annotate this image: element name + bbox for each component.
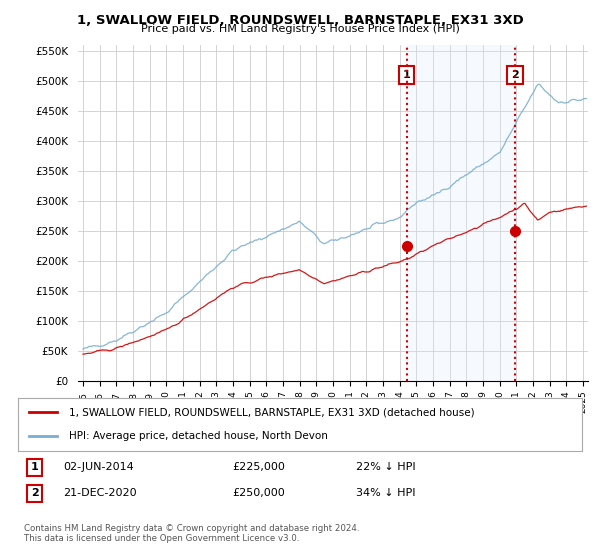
- Bar: [407, 45, 515, 381]
- Text: 34% ↓ HPI: 34% ↓ HPI: [356, 488, 416, 498]
- Text: 21-DEC-2020: 21-DEC-2020: [63, 488, 137, 498]
- Text: 2: 2: [31, 488, 39, 498]
- Text: Contains HM Land Registry data © Crown copyright and database right 2024.
This d: Contains HM Land Registry data © Crown c…: [24, 524, 359, 543]
- Text: 1: 1: [31, 462, 39, 472]
- Text: 1, SWALLOW FIELD, ROUNDSWELL, BARNSTAPLE, EX31 3XD: 1, SWALLOW FIELD, ROUNDSWELL, BARNSTAPLE…: [77, 14, 523, 27]
- Text: 1: 1: [403, 70, 410, 80]
- Text: £225,000: £225,000: [232, 462, 285, 472]
- Text: £250,000: £250,000: [232, 488, 285, 498]
- Text: 22% ↓ HPI: 22% ↓ HPI: [356, 462, 416, 472]
- Text: 02-JUN-2014: 02-JUN-2014: [63, 462, 134, 472]
- Text: Price paid vs. HM Land Registry's House Price Index (HPI): Price paid vs. HM Land Registry's House …: [140, 24, 460, 34]
- Text: 2: 2: [511, 70, 519, 80]
- Text: 1, SWALLOW FIELD, ROUNDSWELL, BARNSTAPLE, EX31 3XD (detached house): 1, SWALLOW FIELD, ROUNDSWELL, BARNSTAPLE…: [69, 408, 475, 418]
- Text: HPI: Average price, detached house, North Devon: HPI: Average price, detached house, Nort…: [69, 431, 328, 441]
